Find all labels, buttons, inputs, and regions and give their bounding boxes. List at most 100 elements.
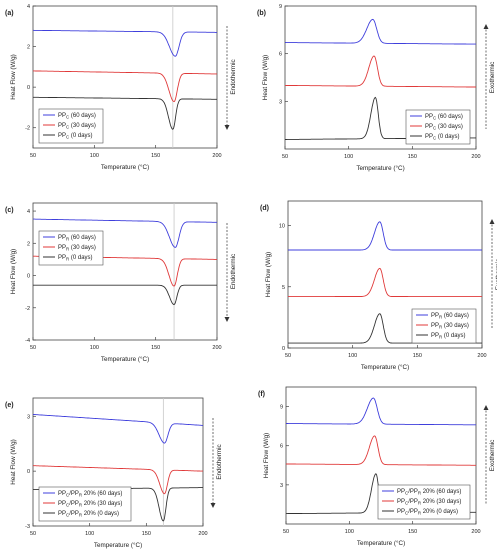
legend-text: /PP [408,499,418,505]
y-tick-label: 9 [280,405,283,411]
plot-frame [32,397,204,527]
x-tick-label: 150 [142,531,151,537]
legend-text: PP [431,333,439,339]
x-axis-label: Temperature (°C) [357,539,405,547]
series-line [288,267,482,298]
x-axis-label: Temperature (°C) [94,541,142,549]
x-tick-label: 50 [285,353,291,359]
legend-subscript: C [405,491,408,496]
x-tick-label: 50 [30,531,36,537]
y-tick-label: 0 [27,85,30,91]
x-axis-label: Temperature (°C) [361,363,409,371]
x-tick-label: 50 [282,154,288,160]
legend-entry: PPR (30 days) [431,323,469,330]
x-axis-label: Temperature (°C) [101,163,149,171]
legend-subscript: C [66,493,69,498]
legend-entry: PPR (60 days) [431,313,469,320]
y-axis-label: Heat Flow (W/g) [10,439,17,484]
series-line [33,414,203,444]
legend-entry: PPC (60 days) [58,113,96,120]
series-line [33,70,218,103]
panel-label: (f) [258,391,265,398]
panel-f: 50 100 150 200 3 6 9 Temperature (°C) Heat Flow … [258,386,496,547]
legend-text: PP [58,123,66,129]
legend-subscript: C [433,126,436,131]
legend-entry: PPC/PPR 20% (60 days) [397,489,461,496]
legend-entry: PPC/PPR 20% (60 days) [58,491,122,498]
y-tick-label: 9 [279,4,282,10]
x-tick-label: 150 [151,153,160,159]
legend-text: PP [397,499,405,505]
legend-text: 20% (30 days) [421,499,461,505]
series-line [33,465,203,495]
y-tick-label: 0 [27,274,30,280]
legend-entry: PPR (0 days) [58,255,93,262]
x-tick-label: 150 [151,345,160,351]
arrow-down-icon [224,125,230,130]
panel-a: 50 100 150 200 -2 0 2 4 Temperature (°C) Heat Flo… [5,4,237,171]
panel-e: 50 100 150 200 -3 0 3 Temperature (°C) Heat Flow… [5,397,223,549]
legend-text: 20% (0 days) [82,511,119,517]
y-axis-label: Heat Flow (W/g) [263,433,270,478]
legend-subscript: R [66,257,69,262]
series-line [288,221,482,251]
legend-entry: PPC/PPR 20% (30 days) [397,499,461,506]
plot-frame [32,202,218,341]
legend-text: PP [431,313,439,319]
y-tick-label: 6 [279,52,282,58]
direction-label: Exothermic [489,440,496,472]
series-line [286,397,476,426]
legend-subscript: R [418,501,421,506]
y-tick-label: -3 [25,524,30,530]
legend: PPC/PPR 20% (60 days)PPC/PPR 20% (30 day… [377,484,471,520]
legend-subscript: R [79,503,82,508]
y-tick-label: -4 [25,338,30,344]
legend-subscript: R [79,493,82,498]
x-tick-label: 50 [30,345,36,351]
legend-subscript: C [405,511,408,516]
direction-label: Exothermic [495,259,497,291]
series-line [285,18,476,45]
x-tick-label: 200 [471,154,480,160]
y-axis-label: Heat Flow (W/g) [10,249,17,294]
direction-label: Endothermic [230,59,237,94]
legend-subscript: R [418,511,421,516]
y-tick-label: 6 [280,444,283,450]
panel-label: (b) [257,10,266,17]
x-tick-label: 200 [471,529,480,535]
legend-subscript: R [66,247,69,252]
x-axis-label: Temperature (°C) [356,164,404,172]
legend: PPC (60 days)PPC (30 days)PPC (0 days) [405,109,471,145]
y-tick-label: -2 [25,306,30,312]
x-tick-label: 50 [30,153,36,159]
y-tick-label: 4 [27,4,30,10]
y-axis-label: Heat Flow (W/g) [265,252,272,297]
x-tick-label: 100 [345,529,354,535]
legend-text: PP [58,133,66,139]
legend-subscript: R [66,237,69,242]
legend-entry: PPR (60 days) [58,235,96,242]
direction-label: Endothermic [216,444,223,479]
y-tick-label: 2 [27,45,30,51]
y-tick-label: 4 [27,209,30,215]
panel-d: 50 100 150 200 0 5 10 Temperature (°C) Heat Flow… [260,200,497,371]
legend-subscript: C [66,125,69,130]
direction-label: Exothermic [489,62,496,94]
legend-text: /PP [408,489,418,495]
legend-text: 20% (60 days) [421,489,461,495]
legend-text: PP [58,501,66,507]
legend-subscript: C [66,513,69,518]
legend-text: (60 days) [436,114,463,120]
series-line [33,96,217,130]
legend-text: 20% (30 days) [82,501,122,507]
x-tick-label: 200 [212,153,221,159]
legend-text: (30 days) [436,124,463,130]
arrow-up-icon [489,219,495,224]
x-tick-label: 200 [212,345,221,351]
legend-entry: PPC (0 days) [425,134,460,141]
legend-text: (60 days) [442,313,469,319]
y-tick-label: 0 [282,346,285,352]
panel-c: 50 100 150 200 -4 -2 0 2 4 Temperature (°C) Heat F… [5,202,237,363]
direction-label: Endothermic [230,254,237,289]
